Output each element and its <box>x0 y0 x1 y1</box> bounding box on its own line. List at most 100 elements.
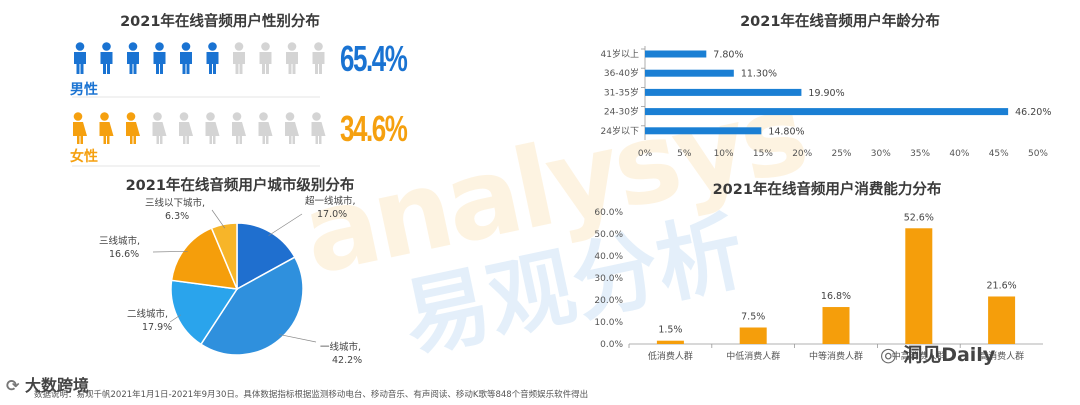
pie-leader-line <box>268 213 303 236</box>
female-person-icon-head <box>312 112 321 121</box>
logo-left-text: 大数跨境 <box>24 376 89 395</box>
female-person-icon-head <box>206 112 215 121</box>
consumption-y-tick-label: 40.0% <box>594 252 623 262</box>
age-value-label: 19.90% <box>808 88 844 99</box>
female-label: 女性 <box>70 149 98 165</box>
male-person-icon-body <box>206 52 219 74</box>
age-category-label: 24-30岁 <box>604 106 639 118</box>
consumption-y-tick-label: 10.0% <box>594 318 623 328</box>
age-x-tick-label: 5% <box>677 149 692 159</box>
gender-title: 2021年在线音频用户性别分布 <box>120 14 320 30</box>
consumption-title: 2021年在线音频用户消费能力分布 <box>712 182 942 198</box>
male-person-icon-body <box>259 52 272 74</box>
pie-value-label: 17.0% <box>317 209 347 220</box>
consumption-y-tick-label: 0.0% <box>600 340 623 350</box>
pie-label: 三线城市, <box>99 235 140 247</box>
male-person-icon-head <box>234 42 244 51</box>
pie-leader-line <box>169 314 181 323</box>
age-value-label: 11.30% <box>741 69 777 80</box>
male-percentage: 65.4% <box>340 38 408 79</box>
female-person-icon-head <box>126 112 136 121</box>
pie-slice <box>199 256 304 356</box>
male-person-icon <box>312 42 325 74</box>
consumption-y-tick-label: 60.0% <box>594 208 623 218</box>
consumption-value-label: 52.6% <box>904 212 934 223</box>
female-person-icon-body <box>73 122 87 144</box>
consumption-category-label: 中低消费人群 <box>726 350 780 362</box>
male-person-icon-body <box>100 52 113 74</box>
age-value-label: 7.80% <box>713 50 743 61</box>
consumption-category-label: 低消费人群 <box>648 350 693 362</box>
age-bar <box>645 108 1009 116</box>
pie-label: 三线以下城市, <box>145 197 205 209</box>
female-person-icon <box>99 112 114 144</box>
male-person-icon <box>286 42 298 74</box>
consumption-value-label: 7.5% <box>741 312 765 323</box>
female-person-icon-body <box>311 122 326 144</box>
age-bar <box>645 69 734 77</box>
city-title: 2021年在线音频用户城市级别分布 <box>125 178 355 194</box>
male-person-icon-head <box>287 42 297 51</box>
female-person-icon <box>232 112 246 144</box>
age-x-tick-label: 50% <box>1028 149 1048 159</box>
male-person-icon-body <box>127 52 139 74</box>
pie-value-label: 42.2% <box>332 355 362 366</box>
female-person-icon-head <box>232 112 242 121</box>
pie-slice <box>236 222 296 291</box>
male-person-icon-head <box>102 42 111 51</box>
female-person-icon-body <box>152 122 167 144</box>
male-person-icon-head <box>314 42 323 51</box>
male-person-icon-body <box>286 52 298 74</box>
female-person-icon-body <box>232 122 246 144</box>
data-note: 数据说明：易观千帆2021年1月1日-2021年9月30日。具体数据指标根据监测… <box>34 390 589 400</box>
female-percentage: 34.6% <box>340 108 408 149</box>
female-person-icon-head <box>179 112 189 121</box>
age-category-label: 24岁以下 <box>601 125 639 137</box>
consumption-value-label: 1.5% <box>658 325 682 336</box>
female-person-icon-head <box>73 112 83 121</box>
pie-label: 超一线城市, <box>305 195 356 207</box>
age-x-tick-label: 30% <box>871 149 891 159</box>
female-person-icon-body <box>126 122 140 144</box>
age-x-tick-label: 40% <box>949 149 969 159</box>
male-person-icon-body <box>312 52 325 74</box>
age-bar <box>645 50 707 58</box>
female-person-icon <box>311 112 326 144</box>
female-person-icon-body <box>205 122 220 144</box>
age-value-label: 14.80% <box>768 126 804 137</box>
male-person-icon-head <box>75 42 85 51</box>
consumption-y-tick-label: 20.0% <box>594 296 623 306</box>
male-person-icon-body <box>153 52 166 74</box>
female-person-icon <box>205 112 220 144</box>
male-person-icon <box>259 42 272 74</box>
pie-slice <box>170 279 239 346</box>
male-person-icon-body <box>233 52 245 74</box>
female-person-icon-body <box>179 122 193 144</box>
male-person-icon <box>233 42 245 74</box>
logo-left-icon: ⟳ <box>6 376 25 395</box>
consumption-bar <box>905 228 933 344</box>
pie-value-label: 17.9% <box>142 322 172 333</box>
male-person-icon <box>180 42 192 74</box>
age-category-label: 41岁以上 <box>601 48 639 60</box>
age-x-tick-label: 45% <box>989 149 1009 159</box>
female-person-icon-body <box>285 122 299 144</box>
age-category-label: 36-40岁 <box>604 67 639 79</box>
male-person-icon-head <box>128 42 138 51</box>
male-person-icon <box>206 42 219 74</box>
pie-label: 二线城市, <box>127 308 168 320</box>
male-person-icon <box>74 42 86 74</box>
female-person-icon <box>73 112 87 144</box>
consumption-bar <box>988 296 1016 344</box>
female-person-icon-body <box>258 122 273 144</box>
pie-leader-line <box>211 209 226 229</box>
female-person-icon-head <box>259 112 268 121</box>
consumption-category-label: 中等消费人群 <box>809 350 863 362</box>
age-x-tick-label: 35% <box>910 149 930 159</box>
consumption-bar <box>656 340 684 344</box>
age-title: 2021年在线音频用户年龄分布 <box>740 14 940 30</box>
male-person-icon-head <box>155 42 164 51</box>
consumption-value-label: 16.8% <box>821 291 851 302</box>
